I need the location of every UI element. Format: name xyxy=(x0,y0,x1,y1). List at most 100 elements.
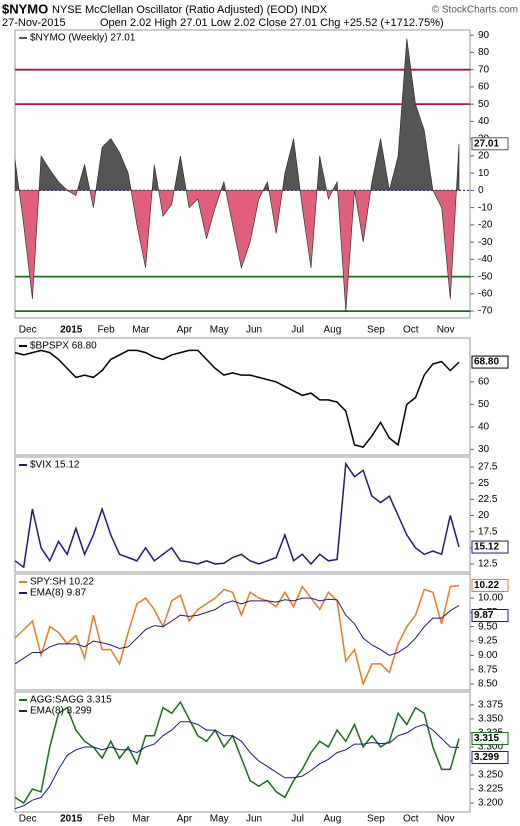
x-tick-label: Nov xyxy=(437,814,455,825)
x-tick-label: Oct xyxy=(403,814,419,825)
series-line xyxy=(14,461,460,569)
legend-label: $NYMO (Weekly) 27.01 xyxy=(30,33,136,44)
series-line xyxy=(14,597,460,665)
panel-frame xyxy=(14,456,471,573)
x-tick-label: Jul xyxy=(291,814,304,825)
y-tick-label: 8.50 xyxy=(478,679,498,690)
x-tick-label: Oct xyxy=(403,325,419,336)
last-value-label: 3.315 xyxy=(474,733,499,744)
x-tick-label: May xyxy=(210,325,229,336)
y-tick-label: -10 xyxy=(478,202,493,213)
y-tick-label: 25 xyxy=(478,478,490,489)
panel-frame xyxy=(14,573,471,691)
y-tick-label: 90 xyxy=(478,30,490,41)
y-tick-label: 27.5 xyxy=(478,462,498,473)
legend-label: $BPSPX 68.80 xyxy=(30,341,97,352)
y-tick-label: 10 xyxy=(478,168,490,179)
y-tick-label: -50 xyxy=(478,271,493,282)
last-value-box xyxy=(471,540,509,554)
panel-frame xyxy=(14,337,471,456)
legend-label: SPY:SH 10.22 xyxy=(30,577,94,588)
y-tick-label: -20 xyxy=(478,220,493,231)
y-tick-label: 30 xyxy=(478,444,490,455)
y-tick-label: 3.375 xyxy=(478,700,503,711)
x-tick-label: Apr xyxy=(177,814,193,825)
panel-frame xyxy=(14,691,471,813)
y-tick-label: 3.300 xyxy=(478,742,503,753)
x-tick-label: Dec xyxy=(19,814,37,825)
y-tick-label: 3.200 xyxy=(478,798,503,809)
last-value-label: 68.80 xyxy=(474,357,499,368)
last-value-label: 9.87 xyxy=(474,610,494,621)
series-line xyxy=(14,721,460,810)
y-tick-label: 3.225 xyxy=(478,784,503,795)
y-tick-label: 12.5 xyxy=(478,559,498,570)
y-tick-label: 50 xyxy=(478,99,490,110)
description: NYSE McClellan Oscillator (Ratio Adjuste… xyxy=(52,4,328,16)
last-value-box xyxy=(471,732,509,746)
y-tick-label: 9.00 xyxy=(478,650,498,661)
legend-label: EMA(8) 3.299 xyxy=(30,706,92,717)
y-tick-label: 60 xyxy=(478,377,490,388)
x-tick-label: 2015 xyxy=(60,814,83,825)
last-value-label: 10.22 xyxy=(474,580,499,591)
x-tick-label: Dec xyxy=(19,325,37,336)
x-tick-label: Jul xyxy=(291,325,304,336)
y-tick-label: -30 xyxy=(478,237,493,248)
series-line xyxy=(14,700,460,805)
last-value-label: 27.01 xyxy=(474,138,499,149)
date: 27-Nov-2015 xyxy=(2,17,66,29)
last-value-box xyxy=(471,137,509,151)
symbol: $NYMO xyxy=(2,1,48,16)
last-value-box xyxy=(471,355,509,369)
x-tick-label: Sep xyxy=(367,325,385,336)
y-tick-label: -60 xyxy=(478,288,493,299)
legend-label: $VIX 15.12 xyxy=(30,460,80,471)
y-tick-label: 0 xyxy=(478,185,484,196)
legend-label: AGG:SAGG 3.315 xyxy=(30,695,112,706)
y-tick-label: -70 xyxy=(478,306,493,317)
series-line xyxy=(14,584,460,687)
y-tick-label: 70 xyxy=(478,64,490,75)
legend-label: EMA(8) 9.87 xyxy=(30,588,87,599)
y-tick-label: 9.25 xyxy=(478,636,498,647)
x-tick-label: Mar xyxy=(132,325,150,336)
y-tick-label: 40 xyxy=(478,422,490,433)
x-tick-label: Aug xyxy=(324,814,342,825)
watermark: © StockCharts.com xyxy=(432,5,518,16)
last-value-label: 3.299 xyxy=(474,752,499,763)
y-tick-label: 8.75 xyxy=(478,664,498,675)
y-tick-label: 20 xyxy=(478,510,490,521)
y-tick-label: 50 xyxy=(478,399,490,410)
x-tick-label: Feb xyxy=(97,814,115,825)
x-tick-label: Jun xyxy=(246,814,262,825)
last-value-box xyxy=(471,609,509,623)
y-tick-label: 3.350 xyxy=(478,714,503,725)
y-tick-label: 22.5 xyxy=(478,494,498,505)
x-tick-label: Apr xyxy=(177,325,193,336)
x-tick-label: Nov xyxy=(437,325,455,336)
y-tick-label: 20 xyxy=(478,151,490,162)
x-tick-label: Mar xyxy=(132,814,150,825)
x-tick-label: Jun xyxy=(246,325,262,336)
last-value-label: 15.12 xyxy=(474,542,499,553)
y-tick-label: 9.50 xyxy=(478,621,498,632)
y-tick-label: 3.250 xyxy=(478,770,503,781)
area-below xyxy=(15,190,460,312)
series-line xyxy=(14,349,460,448)
area-above xyxy=(15,38,460,191)
x-tick-label: Aug xyxy=(324,325,342,336)
last-value-box xyxy=(471,751,509,765)
y-tick-label: 10.00 xyxy=(478,593,503,604)
x-tick-label: Sep xyxy=(367,814,385,825)
y-tick-label: 80 xyxy=(478,47,490,58)
quote: Open 2.02 High 27.01 Low 2.02 Close 27.0… xyxy=(100,17,444,29)
y-tick-label: -40 xyxy=(478,254,493,265)
x-tick-label: 2015 xyxy=(60,325,83,336)
last-value-box xyxy=(471,578,509,592)
x-tick-label: May xyxy=(210,814,229,825)
y-tick-label: 60 xyxy=(478,82,490,93)
x-tick-label: Feb xyxy=(97,325,115,336)
y-tick-label: 17.5 xyxy=(478,526,498,537)
y-tick-label: 40 xyxy=(478,116,490,127)
